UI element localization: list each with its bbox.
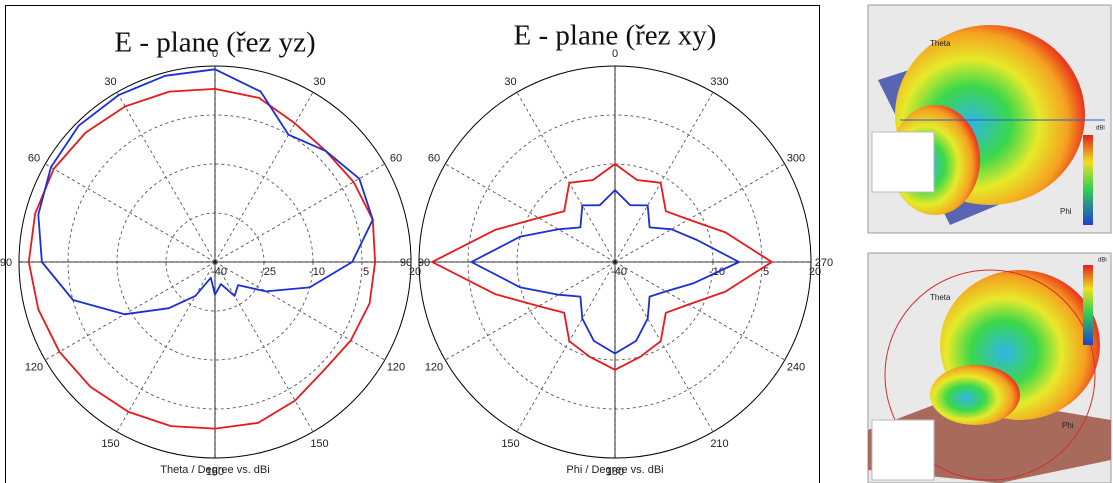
angle-tick-label: 0 (612, 48, 618, 60)
angle-tick-label: 90 (400, 257, 412, 269)
render-bottom: Theta Phi dBi (868, 253, 1111, 483)
image-label: Theta (930, 39, 951, 48)
angle-tick-label: 30 (104, 76, 116, 88)
r-tick-label: -10 (309, 266, 325, 278)
r-tick-label: -40 (611, 266, 627, 278)
angle-tick-label: 0 (212, 48, 218, 60)
angle-tick-label: 210 (710, 438, 728, 450)
angle-tick-label: 60 (390, 152, 402, 164)
r-tick-label: 20 (809, 266, 821, 278)
angle-tick-label: 120 (387, 361, 405, 373)
angle-tick-label: 180 (206, 466, 224, 478)
angle-tick-label: 60 (428, 152, 440, 164)
r-tick-label: 5 (363, 266, 369, 278)
angle-tick-label: 150 (101, 438, 119, 450)
r-tick-label: -40 (211, 266, 227, 278)
angle-tick-label: 240 (787, 361, 805, 373)
image-label: Phi (1062, 421, 1074, 430)
angle-tick-label: 330 (710, 76, 728, 88)
angle-tick-label: 120 (425, 361, 443, 373)
image-label: Theta (930, 293, 951, 302)
r-tick-label: -25 (260, 266, 276, 278)
angle-tick-label: 30 (313, 76, 325, 88)
angle-tick-label: 120 (25, 361, 43, 373)
chart-title: E - plane (řez xy) (514, 20, 717, 52)
angle-tick-label: 60 (28, 152, 40, 164)
image-label: dBi (1098, 258, 1107, 264)
angle-tick-label: 300 (787, 152, 805, 164)
angle-tick-label: 90 (0, 257, 12, 269)
angle-tick-label: 30 (504, 76, 516, 88)
angle-tick-label: 150 (501, 438, 519, 450)
render-top: Theta Phi dBi (868, 5, 1111, 233)
page: E - plane (řez yz)Theta / Degree vs. dBi… (0, 0, 1113, 483)
angle-tick-label: 180 (606, 466, 624, 478)
image-label: dBi (1096, 126, 1105, 132)
image-label: Phi (1060, 207, 1072, 216)
angle-tick-label: 150 (310, 438, 328, 450)
